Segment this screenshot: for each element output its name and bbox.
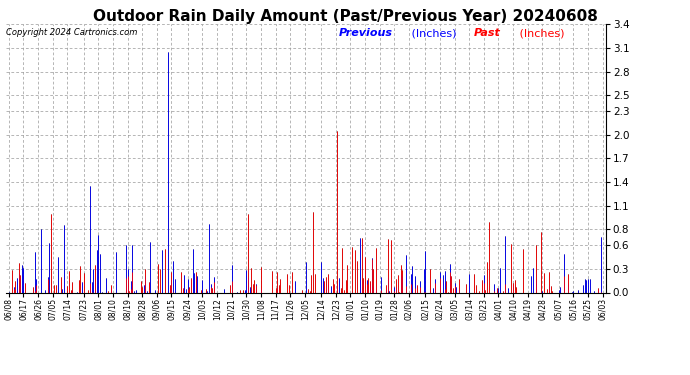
Text: Past: Past	[474, 28, 501, 38]
Text: (Inches): (Inches)	[408, 28, 456, 38]
Text: (Inches): (Inches)	[516, 28, 564, 38]
Text: Copyright 2024 Cartronics.com: Copyright 2024 Cartronics.com	[6, 28, 137, 38]
Text: Previous: Previous	[339, 28, 393, 38]
Text: Outdoor Rain Daily Amount (Past/Previous Year) 20240608: Outdoor Rain Daily Amount (Past/Previous…	[92, 9, 598, 24]
